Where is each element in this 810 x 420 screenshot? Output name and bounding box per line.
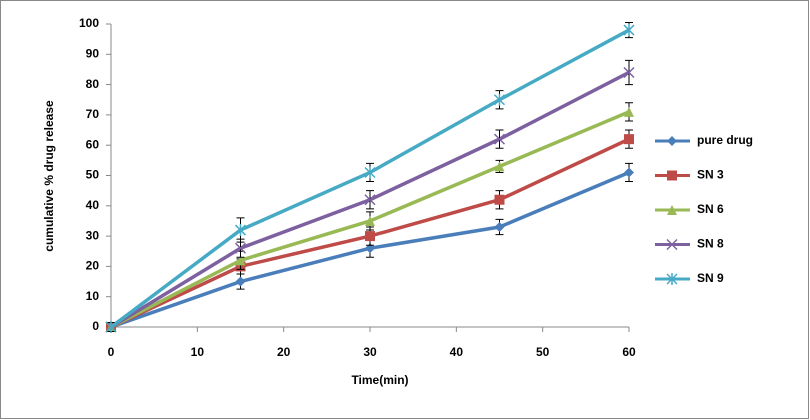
legend-label: SN 6 <box>697 202 724 216</box>
marker <box>235 255 246 266</box>
y-tick-label: 50 <box>86 168 100 182</box>
marker <box>623 66 635 79</box>
y-tick-label: 40 <box>86 198 100 212</box>
legend-label: pure drug <box>697 133 753 147</box>
y-tick-label: 90 <box>86 46 100 60</box>
y-tick-label: 80 <box>86 77 100 91</box>
marker <box>234 224 247 237</box>
marker <box>494 194 505 205</box>
y-tick-label: 20 <box>86 259 100 273</box>
legend-marker <box>666 273 678 285</box>
legend-marker <box>667 136 677 146</box>
marker <box>493 133 506 145</box>
legend-marker <box>666 238 678 251</box>
legend-marker <box>667 205 677 215</box>
y-tick-label: 10 <box>86 289 100 303</box>
marker <box>624 106 634 117</box>
marker <box>623 24 635 37</box>
y-tick-label: 30 <box>86 228 100 242</box>
marker <box>494 161 505 172</box>
x-tick-label: 50 <box>536 345 550 359</box>
x-tick-label: 0 <box>108 345 115 359</box>
x-tick-label: 10 <box>191 345 205 359</box>
legend-label: SN 8 <box>697 237 724 251</box>
marker <box>365 243 375 254</box>
marker <box>364 166 376 179</box>
legend-marker <box>667 170 677 181</box>
marker <box>105 321 117 333</box>
x-axis-label: Time(min) <box>351 373 408 387</box>
x-tick-label: 30 <box>363 345 377 359</box>
marker <box>235 276 246 287</box>
marker <box>365 231 375 242</box>
marker <box>493 93 506 106</box>
x-tick-label: 60 <box>622 345 636 359</box>
y-axis-label: cumulative % drug release <box>42 100 56 252</box>
y-tick-label: 70 <box>86 107 100 121</box>
marker <box>364 194 376 206</box>
y-tick-label: 60 <box>86 137 100 151</box>
y-tick-label: 0 <box>92 319 99 333</box>
legend-label: SN 3 <box>697 168 724 182</box>
marker <box>624 134 634 145</box>
marker <box>494 222 505 233</box>
marker <box>234 242 247 254</box>
x-tick-label: 40 <box>450 345 464 359</box>
y-tick-label: 100 <box>79 16 99 30</box>
marker <box>624 167 634 178</box>
legend-label: SN 9 <box>697 271 724 285</box>
marker <box>365 215 375 226</box>
x-tick-label: 20 <box>277 345 291 359</box>
